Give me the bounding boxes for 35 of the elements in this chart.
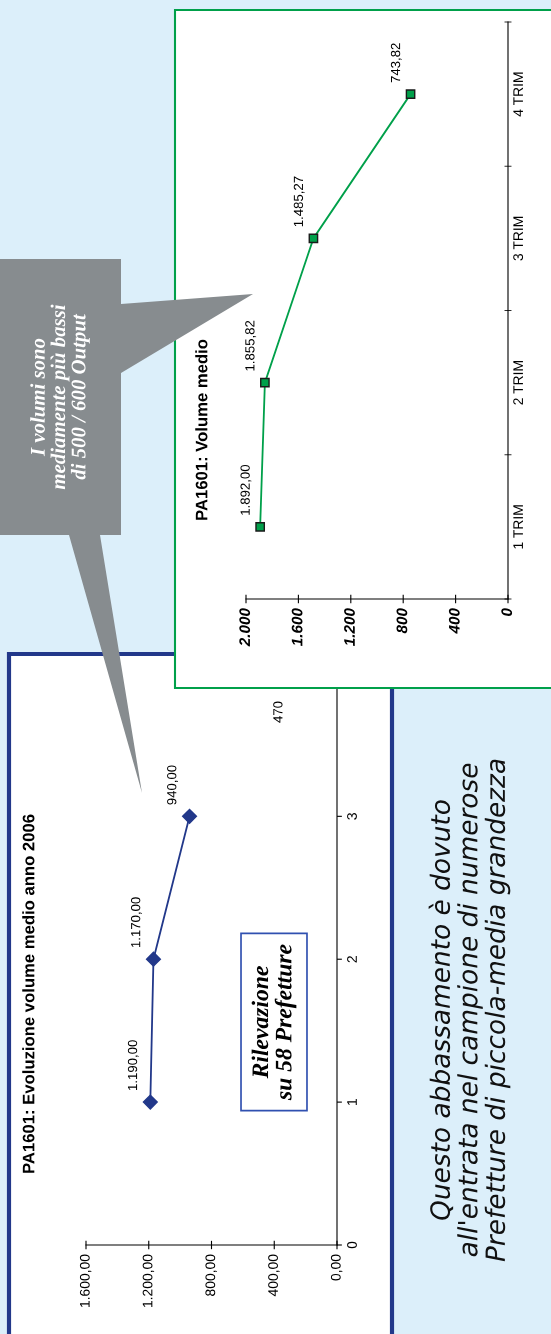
annotation: Rilevazione su 58 Prefetture (251, 944, 297, 1101)
y-tick-label: 1 TRIM (513, 505, 523, 549)
y-tick-label: 3 TRIM (513, 216, 524, 261)
data-label: 1.170,00 (130, 897, 142, 948)
annotation: 470 (273, 701, 283, 723)
x-tick-label: 0,00 (330, 1254, 343, 1281)
point (255, 522, 266, 532)
x-tick-label: 1.600 (291, 608, 303, 647)
y-tick-label: 3 (347, 813, 357, 820)
text: I volumi sono mediamente più bassi di 500 / 600 Output (30, 304, 90, 490)
x-tick-label: 400 (448, 608, 460, 634)
point (260, 377, 270, 388)
x-tick-label: 2.000 (239, 608, 251, 647)
data-label: 1.892,00 (240, 464, 252, 515)
y-tick-label: 4 TRIM (513, 72, 523, 117)
x-tick-label: 0 (501, 608, 513, 616)
y-tick-label: 2 (347, 956, 357, 963)
data-label: 1.190,00 (127, 1040, 139, 1090)
x-tick-label: 400,00 (268, 1254, 280, 1297)
y-tick-label: 0 (347, 1241, 357, 1249)
x-tick-label: 800 (396, 608, 408, 634)
text: Questo abbassamento è dovuto all'entrata nel campione di numerose Prefetture di piccola-media grandezza (428, 759, 511, 1262)
x-tick-label: 1.200,00 (142, 1254, 155, 1308)
x-tick-label: 1.200 (344, 608, 355, 647)
data-label: 743,82 (390, 43, 402, 83)
point (405, 89, 416, 99)
data-label: 1.855,82 (245, 320, 257, 371)
text: PA1601: Volume medio (195, 339, 208, 520)
y-tick-label: 2 TRIM (513, 361, 523, 405)
data-label: 940,00 (167, 765, 178, 805)
text: PA1601: Evoluzione volume medio anno 2006 (22, 814, 35, 1173)
x-tick-label: 800,00 (205, 1254, 217, 1296)
y-tick-label: 1 (347, 1098, 357, 1105)
x-tick-label: 1.600,00 (79, 1254, 92, 1308)
data-label: 1.485,27 (293, 176, 305, 227)
